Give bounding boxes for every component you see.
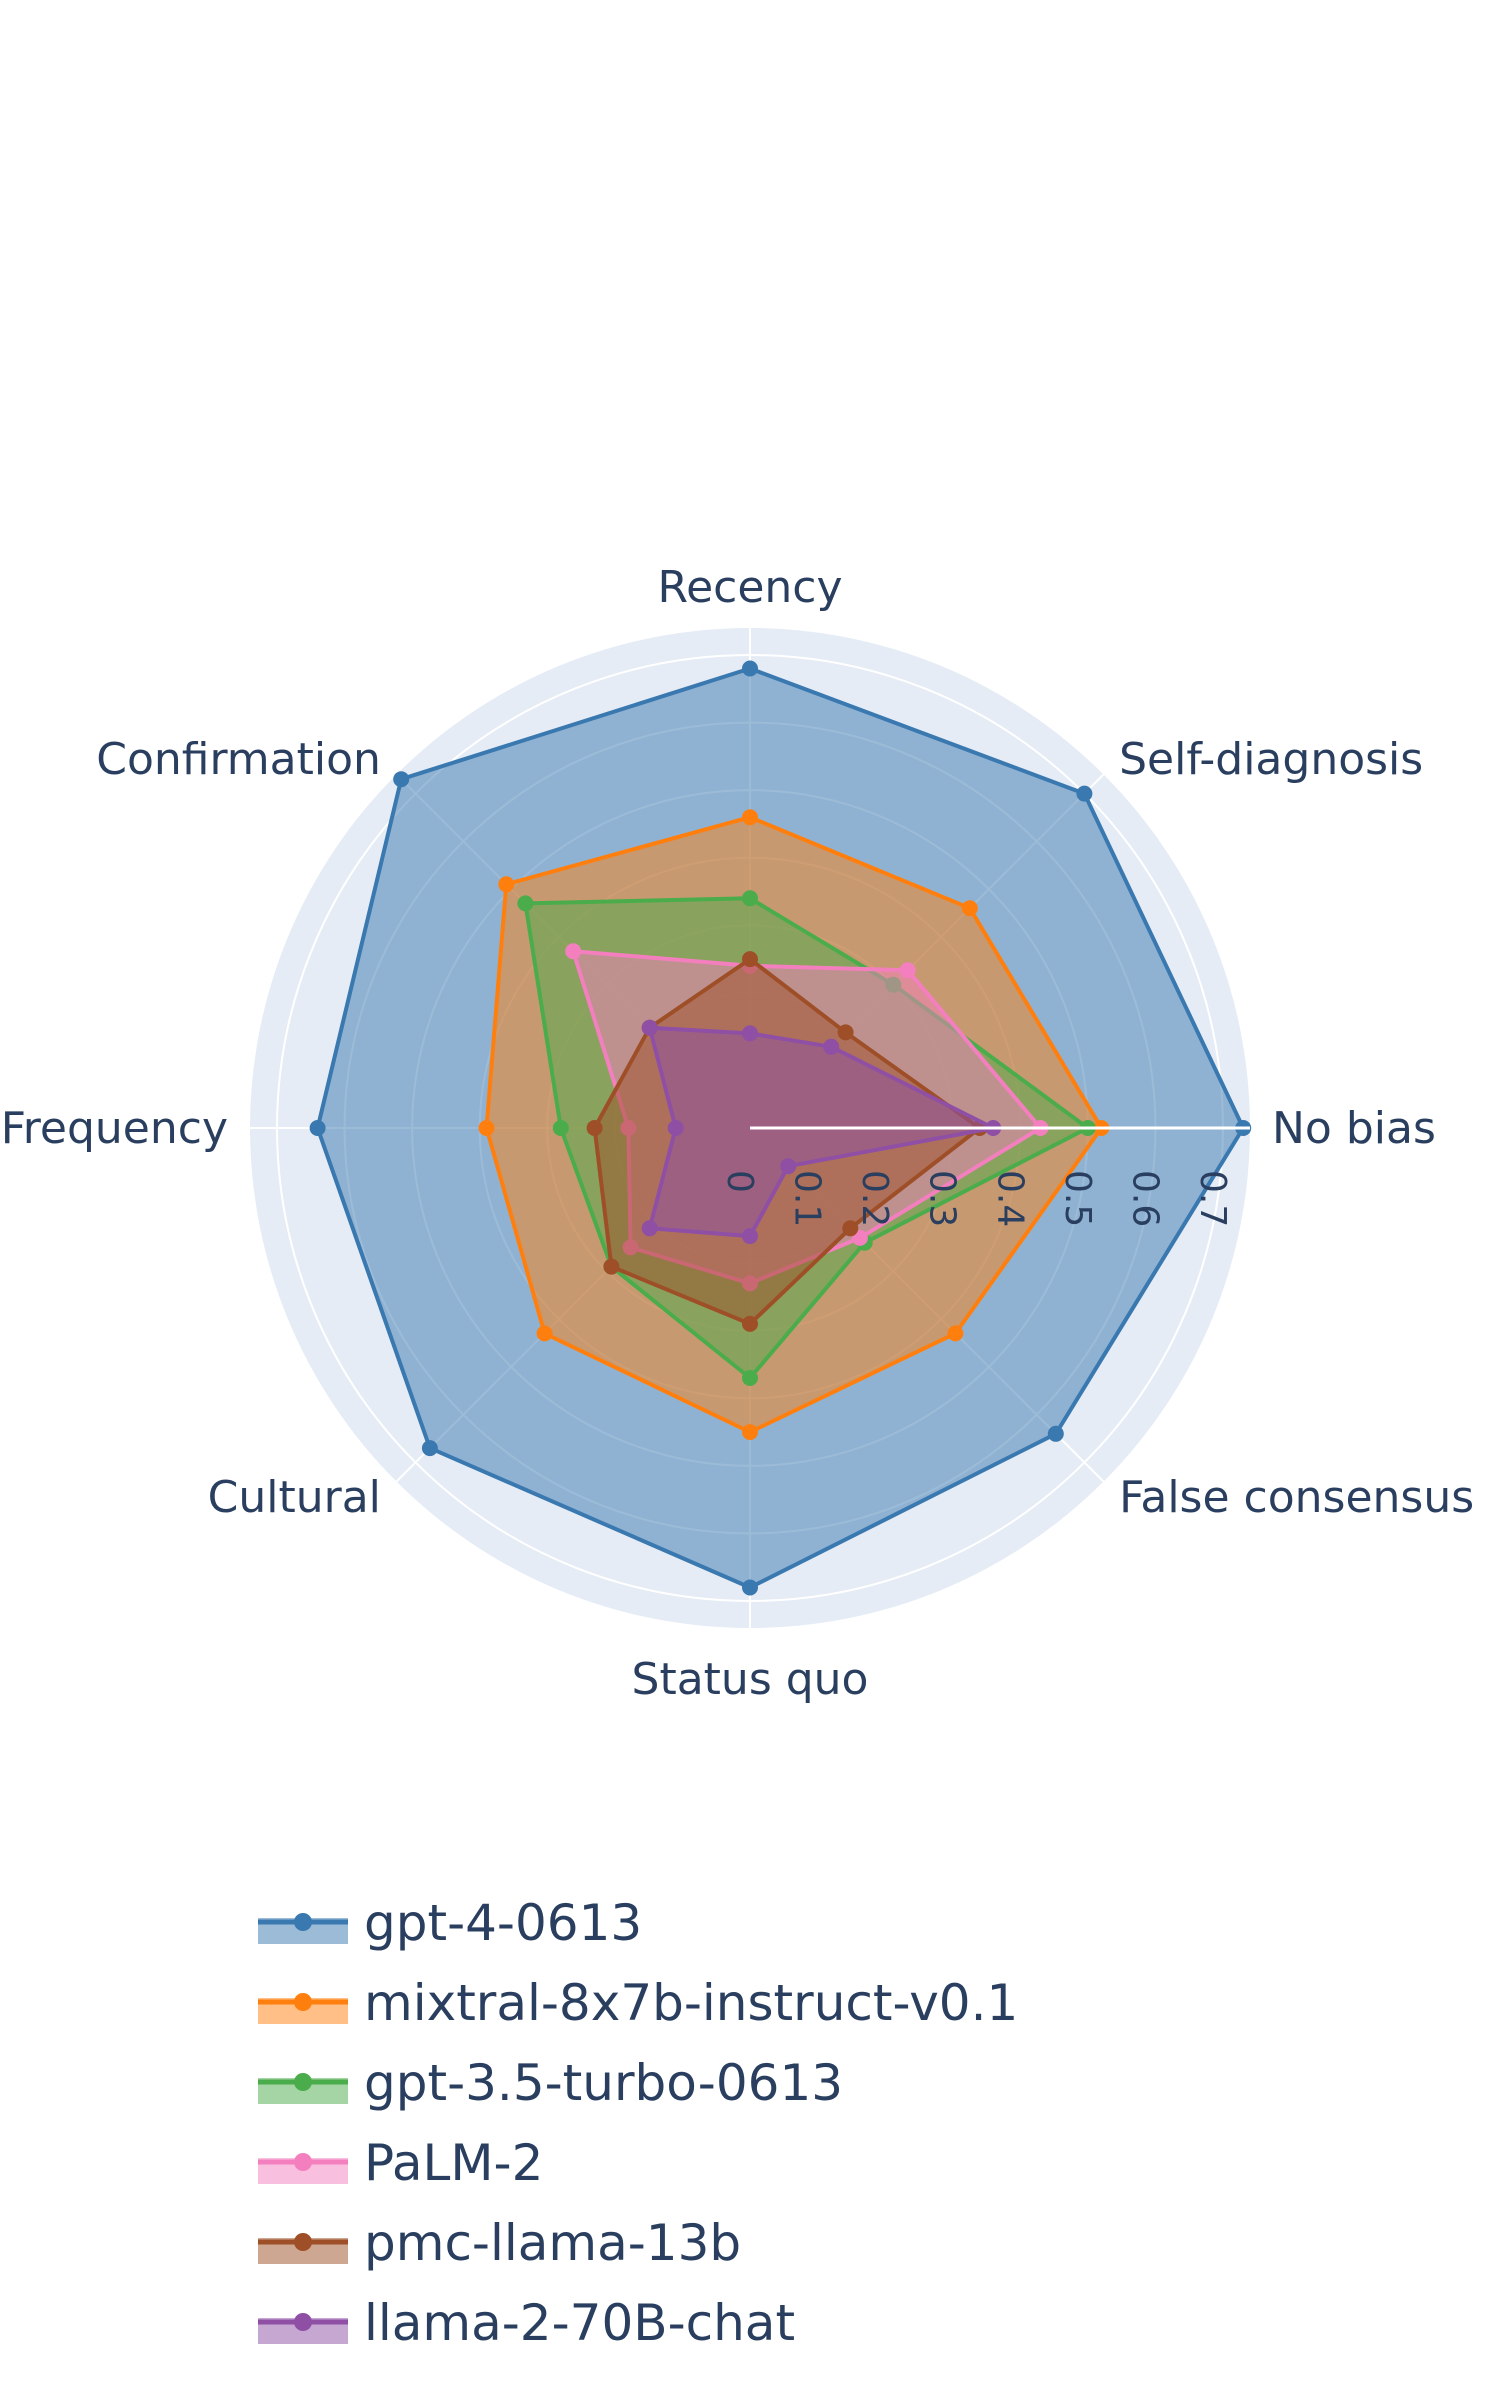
legend-item-PaLM-2[interactable]: PaLM-2 <box>258 2134 543 2192</box>
data-point-recency[interactable] <box>742 951 758 968</box>
radial-tick-label: 0.7 <box>1192 1170 1233 1227</box>
data-point-confirmation[interactable] <box>565 943 582 960</box>
legend-label: mixtral-8x7b-instruct-v0.1 <box>364 1974 1018 2032</box>
radial-tick-label: 0.4 <box>989 1170 1030 1227</box>
data-point-cultural[interactable] <box>641 1220 658 1237</box>
legend-marker <box>294 2073 312 2091</box>
data-point-status-quo[interactable] <box>742 1315 758 1332</box>
data-point-confirmation[interactable] <box>517 895 534 912</box>
data-point-recency[interactable] <box>742 809 758 826</box>
series-llama-2-70B-chat <box>641 1019 1002 1245</box>
data-point-frequency[interactable] <box>552 1120 569 1136</box>
radial-tick-label: 0.3 <box>922 1170 963 1227</box>
data-point-cultural[interactable] <box>421 1440 438 1457</box>
data-point-status-quo[interactable] <box>742 1424 758 1441</box>
legend-label: llama-2-70B-chat <box>364 2294 795 2352</box>
legend-marker <box>294 1913 312 1931</box>
series-layer <box>309 660 1252 1596</box>
radial-tick-label: 0.1 <box>787 1170 828 1227</box>
data-point-self-diagnosis[interactable] <box>823 1038 840 1055</box>
data-point-confirmation[interactable] <box>393 771 410 788</box>
data-point-frequency[interactable] <box>309 1120 326 1136</box>
legend-label: pmc-llama-13b <box>364 2214 741 2272</box>
legend-marker <box>294 2313 312 2331</box>
data-point-cultural[interactable] <box>603 1258 620 1275</box>
data-point-false-consensus[interactable] <box>1047 1425 1064 1442</box>
legend-marker <box>294 2233 312 2251</box>
data-point-status-quo[interactable] <box>742 1228 758 1245</box>
data-point-self-diagnosis[interactable] <box>1076 785 1093 802</box>
data-point-false-consensus[interactable] <box>842 1220 859 1237</box>
axis-label-recency: Recency <box>657 562 842 613</box>
data-point-false-consensus[interactable] <box>947 1325 964 1342</box>
radial-tick-label: 0.6 <box>1124 1170 1165 1227</box>
data-point-self-diagnosis[interactable] <box>961 900 978 917</box>
legend-marker <box>294 1993 312 2011</box>
legend-item-gpt-4-0613[interactable]: gpt-4-0613 <box>258 1894 642 1952</box>
data-point-frequency[interactable] <box>478 1120 495 1136</box>
axis-label-false-consensus: False consensus <box>1119 1472 1474 1523</box>
legend[interactable]: gpt-4-0613 mixtral-8x7b-instruct-v0.1 gpt-… <box>258 1894 1018 2352</box>
data-point-confirmation[interactable] <box>641 1019 658 1036</box>
data-point-status-quo[interactable] <box>742 1370 758 1386</box>
radial-axis: 0 0.1 0.2 0.3 0.4 0.5 0.6 0.7 <box>719 1126 1250 1227</box>
data-point-recency[interactable] <box>742 1025 758 1042</box>
legend-item-pmc-llama-13b[interactable]: pmc-llama-13b <box>258 2214 741 2272</box>
axis-label-no-bias: No bias <box>1272 1103 1436 1154</box>
legend-marker <box>294 2153 312 2171</box>
axis-label-confirmation: Confirmation <box>96 734 381 785</box>
legend-label: gpt-3.5-turbo-0613 <box>364 2054 843 2112</box>
axis-label-self-diagnosis: Self-diagnosis <box>1119 734 1423 785</box>
data-point-self-diagnosis[interactable] <box>899 962 916 979</box>
data-point-confirmation[interactable] <box>498 876 515 893</box>
legend-label: PaLM-2 <box>364 2134 543 2192</box>
data-point-cultural[interactable] <box>536 1325 553 1342</box>
legend-item-gpt-3.5-turbo-0613[interactable]: gpt-3.5-turbo-0613 <box>258 2054 843 2112</box>
axis-label-frequency: Frequency <box>1 1103 228 1154</box>
radial-tick-label: 0.2 <box>854 1170 895 1227</box>
data-point-frequency[interactable] <box>667 1120 684 1136</box>
data-point-frequency[interactable] <box>586 1120 603 1136</box>
data-point-status-quo[interactable] <box>742 1579 758 1596</box>
data-point-self-diagnosis[interactable] <box>837 1024 854 1041</box>
legend-item-llama-2-70B-chat[interactable]: llama-2-70B-chat <box>258 2294 795 2352</box>
radial-tick-label: 0.5 <box>1057 1170 1098 1227</box>
angular-axis-labels: No bias Self-diagnosis Recency Confirmation… <box>1 562 1474 1705</box>
legend-item-mixtral-8x7b-instruct-v0.1[interactable]: mixtral-8x7b-instruct-v0.1 <box>258 1974 1018 2032</box>
axis-label-status-quo: Status quo <box>632 1654 869 1705</box>
data-point-recency[interactable] <box>742 890 758 907</box>
legend-label: gpt-4-0613 <box>364 1894 642 1952</box>
radial-tick-label: 0 <box>719 1170 760 1193</box>
data-point-false-consensus[interactable] <box>780 1158 797 1175</box>
data-point-recency[interactable] <box>742 660 758 677</box>
axis-label-cultural: Cultural <box>208 1472 381 1523</box>
